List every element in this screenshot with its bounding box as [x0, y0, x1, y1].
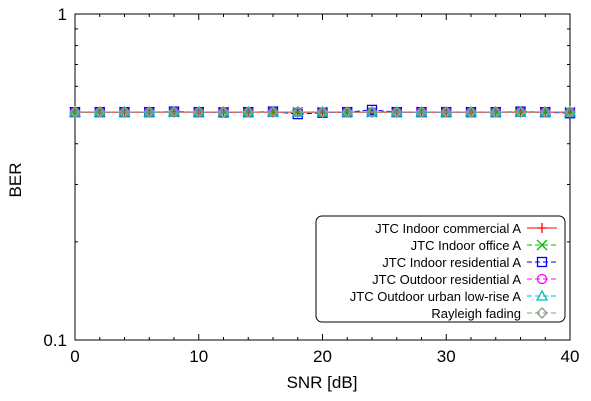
marker-diamond — [489, 106, 502, 119]
y-tick-label: 1 — [58, 5, 67, 24]
marker-diamond — [168, 106, 180, 119]
x-tick-label: 30 — [437, 347, 456, 366]
marker-diamond — [536, 307, 548, 319]
marker-diamond — [316, 106, 329, 119]
marker-diamond — [192, 106, 205, 119]
legend-label: JTC Outdoor urban low-rise A — [350, 289, 522, 304]
legend-label: Rayleigh fading — [431, 306, 521, 321]
y-axis-label: BER — [6, 163, 25, 198]
x-tick-label: 40 — [561, 347, 580, 366]
legend-label: JTC Indoor residential A — [382, 255, 521, 270]
legend-label: JTC Outdoor residential A — [372, 272, 521, 287]
marker-diamond — [390, 106, 403, 119]
marker-diamond — [440, 106, 453, 119]
legend-label: JTC Indoor commercial A — [375, 221, 521, 236]
marker-square — [536, 256, 548, 268]
axes-group: 0 10 20 30 40 0.1 1 — [43, 5, 579, 366]
marker-diamond — [242, 106, 255, 119]
y-tick-label: 0.1 — [43, 331, 67, 350]
marker-triangle — [535, 289, 549, 301]
marker-diamond — [291, 106, 304, 119]
x-axis-label: SNR [dB] — [287, 373, 358, 392]
marker-diamond — [341, 106, 354, 119]
marker-circle — [536, 273, 548, 285]
x-tick-label: 20 — [313, 347, 332, 366]
marker-diamond — [267, 106, 279, 119]
legend-box — [315, 215, 566, 323]
marker-diamond — [143, 106, 156, 119]
marker-diamond — [366, 106, 378, 119]
marker-diamond — [415, 106, 428, 119]
legend: JTC Indoor commercial A JTC Indoor office… — [315, 215, 566, 323]
legend-label: JTC Indoor office A — [411, 238, 522, 253]
marker-diamond — [514, 106, 527, 119]
marker-diamond — [69, 106, 81, 119]
x-tick-label: 10 — [189, 347, 208, 366]
marker-diamond — [564, 106, 576, 119]
marker-diamond — [118, 106, 131, 119]
marker-diamond — [539, 106, 552, 119]
x-tick-label: 0 — [70, 347, 79, 366]
marker-diamond — [93, 106, 106, 119]
marker-diamond — [217, 106, 230, 119]
marker-cross — [536, 239, 548, 251]
marker-plus — [537, 223, 547, 233]
series-5 — [69, 106, 576, 119]
marker-diamond — [465, 106, 477, 119]
series-group — [68, 104, 577, 120]
